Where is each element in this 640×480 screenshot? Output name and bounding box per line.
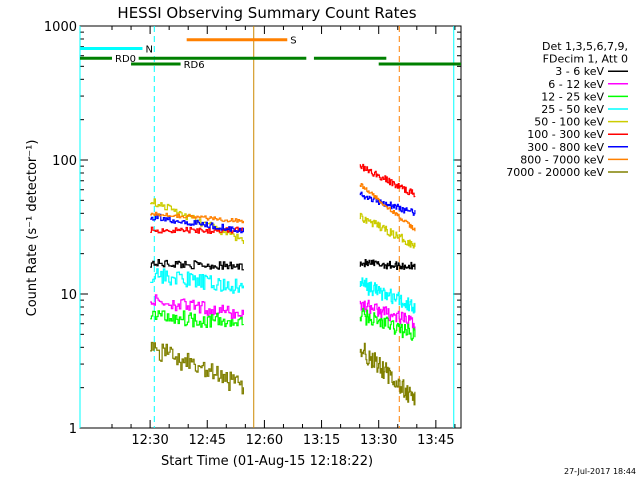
x-tick-label: 12:30 xyxy=(131,433,168,448)
series-line xyxy=(150,294,416,330)
y-tick-label: 1 xyxy=(69,422,77,437)
plot-area: 1 10 100 1000 12:30 12:45 12:60 13:15 13:30 13:45… xyxy=(44,20,462,448)
legend-entry-label: 12 - 25 keV xyxy=(541,90,604,103)
x-axis-label: Start Time (01-Aug-15 12:18:22) xyxy=(161,454,373,469)
series-line xyxy=(150,341,416,406)
series-line xyxy=(150,183,416,232)
x-tick-label: 13:30 xyxy=(360,433,397,448)
x-tick-label: 13:45 xyxy=(417,433,454,448)
series-line xyxy=(150,307,416,341)
y-axis-label: Count Rate (s⁻¹ detector⁻¹) xyxy=(25,140,40,317)
y-tick-label: 1000 xyxy=(44,20,77,35)
flag-label: RD0 xyxy=(115,54,136,65)
legend-entry-label: 3 - 6 keV xyxy=(555,65,604,78)
x-tick-label: 12:45 xyxy=(189,433,226,448)
flag-label: S xyxy=(290,36,296,47)
plot-frame xyxy=(79,25,462,429)
series-line xyxy=(150,163,416,234)
x-tick-label: 12:60 xyxy=(246,433,283,448)
legend-entry-label: 7000 - 20000 keV xyxy=(506,166,604,179)
series-line xyxy=(150,259,416,271)
legend-header: FDecim 1, Att 0 xyxy=(543,53,628,66)
legend-entry-label: 6 - 12 keV xyxy=(548,78,604,91)
legend: Det 1,3,5,6,7,9,FDecim 1, Att 03 - 6 keV… xyxy=(506,40,628,179)
legend-header: Det 1,3,5,6,7,9, xyxy=(542,40,628,53)
timestamp: 27-Jul-2017 18:44 xyxy=(564,467,636,476)
series-line xyxy=(150,268,416,314)
legend-entry-label: 25 - 50 keV xyxy=(541,103,604,116)
flag-label: RD6 xyxy=(184,60,205,71)
legend-entry-label: 100 - 300 keV xyxy=(527,128,604,141)
x-tick-label: 13:15 xyxy=(303,433,340,448)
y-tick-label: 100 xyxy=(52,154,77,169)
legend-entry-label: 300 - 800 keV xyxy=(527,141,604,154)
series-line xyxy=(150,191,416,234)
flag-label: N xyxy=(145,44,152,55)
chart-title: HESSI Observing Summary Count Rates xyxy=(117,4,416,22)
legend-entry-label: 50 - 100 keV xyxy=(534,116,604,129)
legend-entry-label: 800 - 7000 keV xyxy=(520,153,604,166)
y-tick-label: 10 xyxy=(60,288,77,303)
